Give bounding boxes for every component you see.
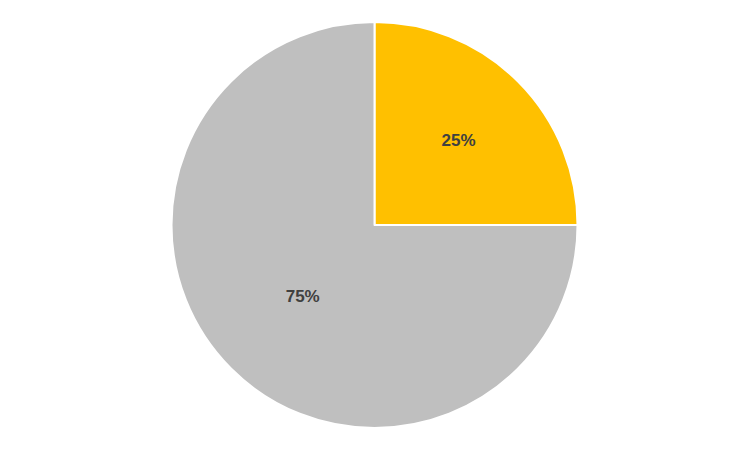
svg-text:25%: 25% [442, 131, 476, 150]
svg-text:75%: 75% [286, 287, 320, 306]
